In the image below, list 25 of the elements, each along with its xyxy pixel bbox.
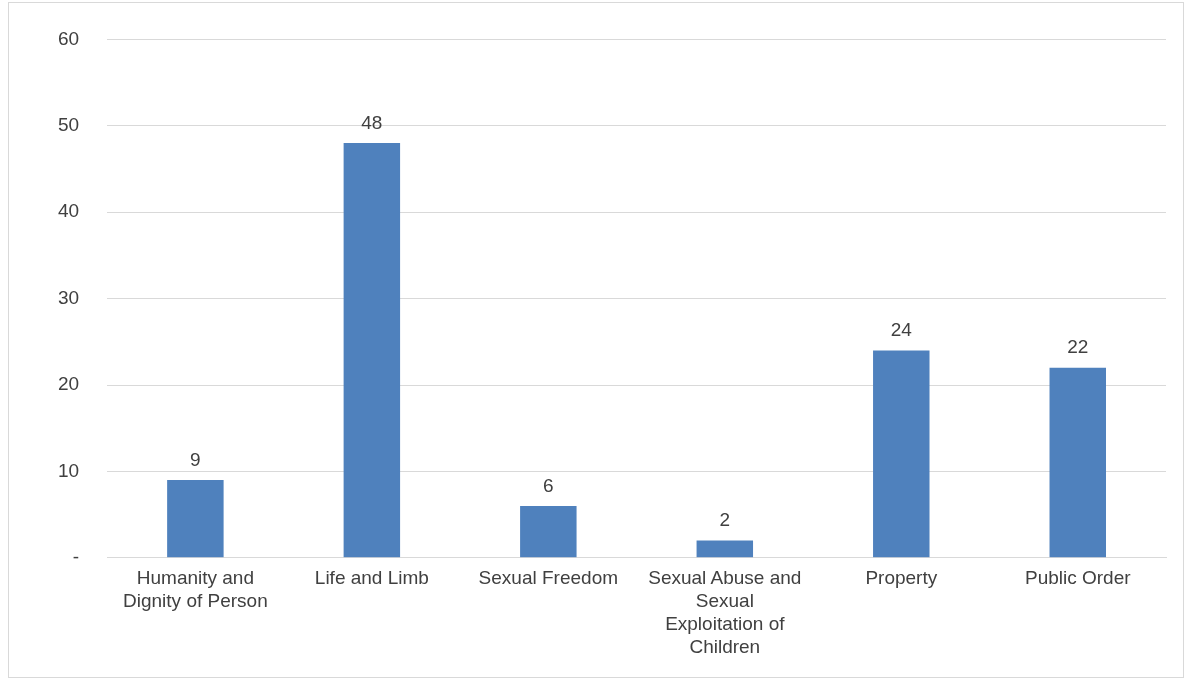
data-label: 24 bbox=[890, 319, 913, 341]
bar bbox=[1049, 367, 1106, 558]
x-tick-label: Property bbox=[865, 567, 938, 589]
y-tick-label: 10 bbox=[57, 459, 80, 481]
y-tick-label: 40 bbox=[57, 200, 80, 222]
bar bbox=[873, 350, 930, 558]
x-tick-label: Humanity and Dignity of Person bbox=[123, 567, 268, 612]
y-tick-label: - bbox=[72, 546, 80, 568]
bar bbox=[520, 505, 577, 558]
x-tick-label: Life and Limb bbox=[314, 567, 429, 589]
x-tick-label: Sexual Freedom bbox=[478, 567, 619, 589]
data-label: 22 bbox=[1067, 336, 1089, 358]
x-tick-label: Public Order bbox=[1024, 567, 1132, 589]
x-tick-label: Sexual Abuse and Sexual Exploitation of Children bbox=[648, 567, 802, 657]
data-label: 2 bbox=[719, 509, 731, 531]
y-tick-label: 20 bbox=[57, 373, 80, 395]
y-tick-label: 60 bbox=[57, 27, 80, 49]
y-tick-label: 50 bbox=[57, 114, 80, 136]
bar bbox=[343, 143, 401, 558]
data-label: 9 bbox=[190, 448, 201, 470]
bar bbox=[167, 480, 224, 558]
data-label: 48 bbox=[361, 111, 383, 133]
bar bbox=[696, 540, 754, 558]
data-label: 6 bbox=[543, 474, 554, 496]
y-tick-label: 30 bbox=[57, 286, 80, 308]
